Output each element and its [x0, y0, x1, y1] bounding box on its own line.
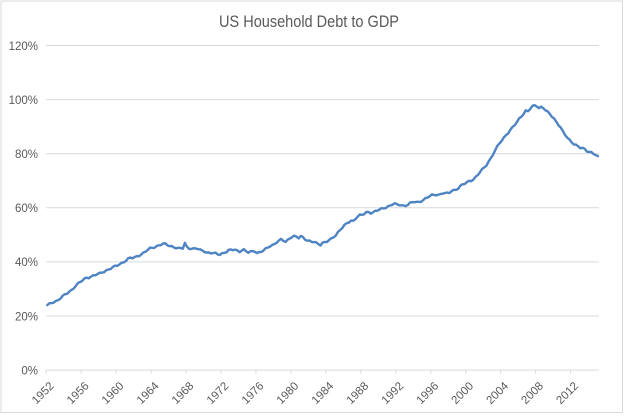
- svg-text:20%: 20%: [15, 311, 38, 323]
- svg-text:US Household Debt to GDP: US Household Debt to GDP: [219, 13, 399, 31]
- svg-text:100%: 100%: [9, 95, 38, 107]
- svg-text:40%: 40%: [15, 257, 38, 269]
- svg-text:60%: 60%: [15, 203, 38, 215]
- svg-text:80%: 80%: [15, 149, 38, 161]
- svg-text:0%: 0%: [21, 365, 38, 377]
- svg-text:120%: 120%: [9, 41, 38, 53]
